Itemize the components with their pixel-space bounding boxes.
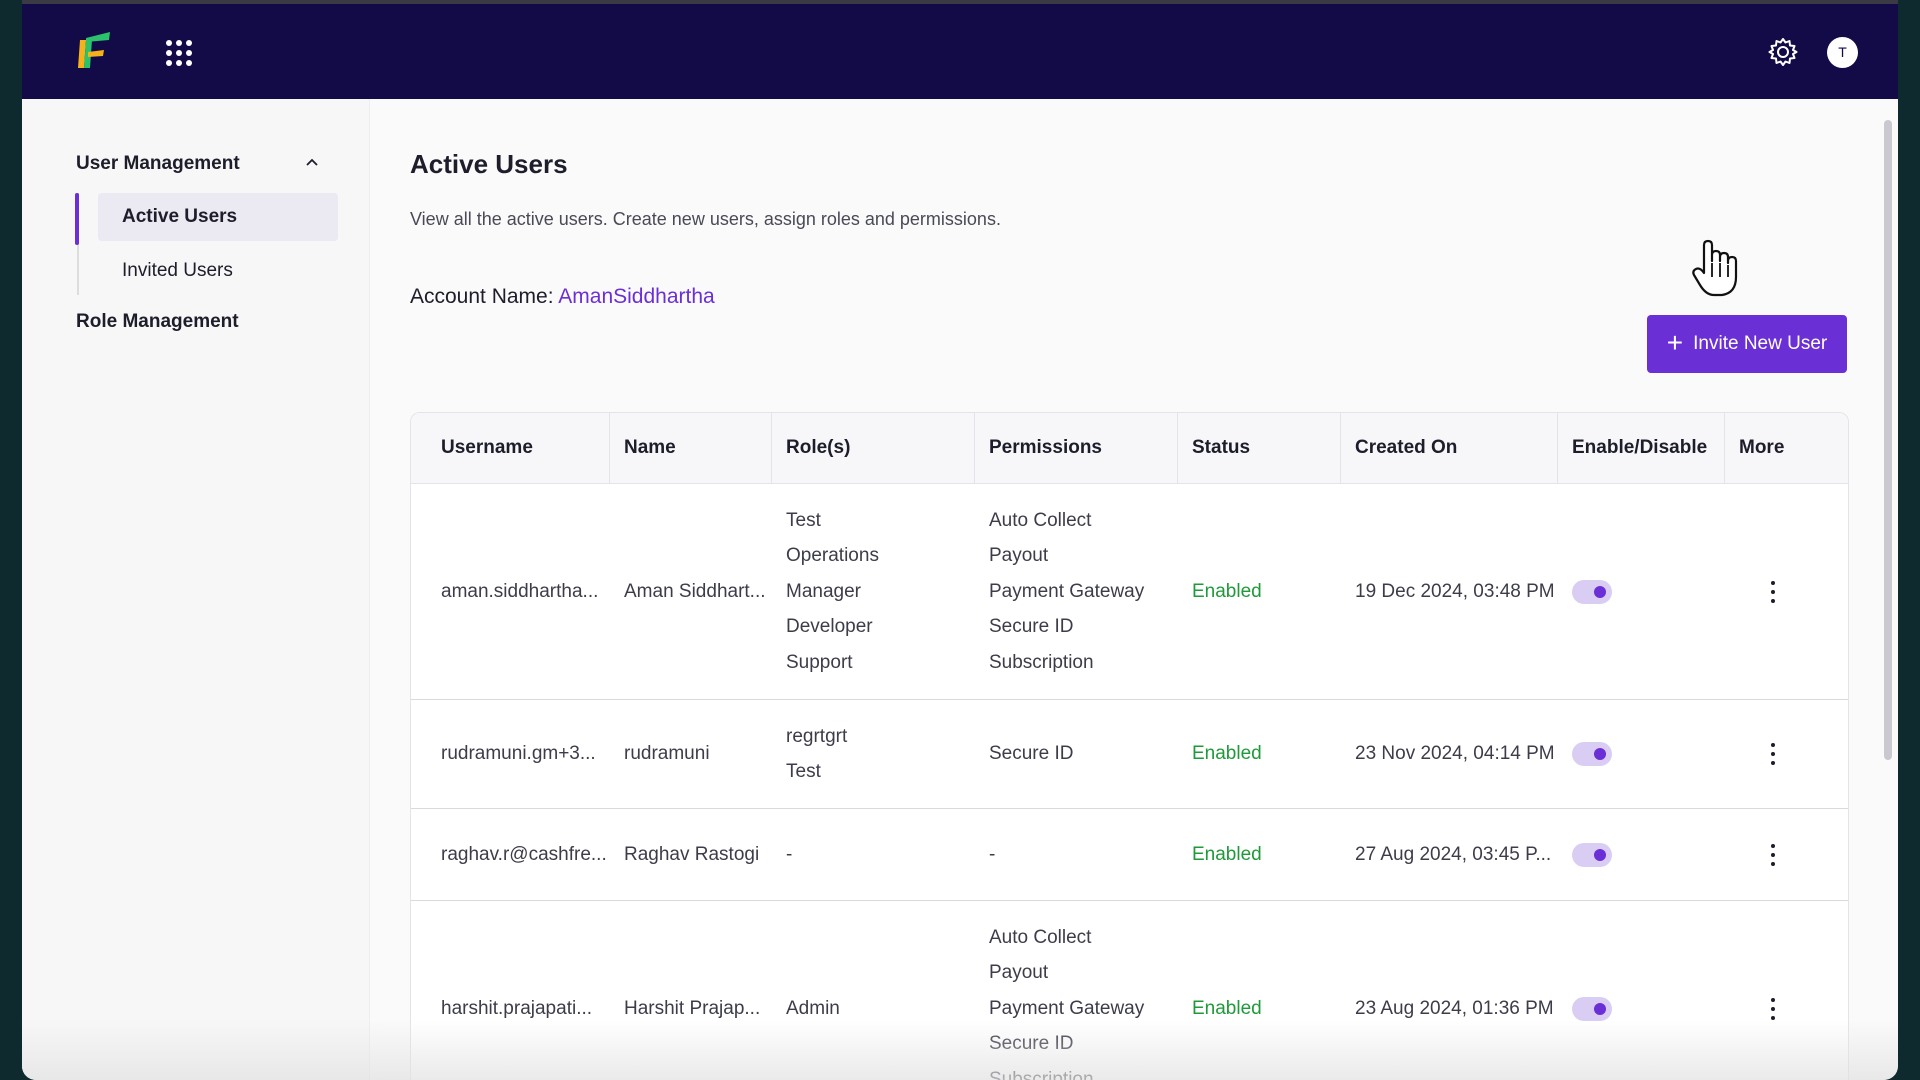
active-users-table: Username Name Role(s) Permissions Status… — [410, 412, 1849, 1080]
cell-roles: Test Operations Manager Developer Suppor… — [772, 503, 975, 681]
role-item: Test — [786, 761, 821, 782]
page-title: Active Users — [410, 149, 568, 179]
table-header: Username Name Role(s) Permissions Status… — [411, 413, 1848, 484]
role-item: Test — [786, 509, 821, 531]
sidebar-item-invited-users[interactable]: Invited Users — [122, 260, 233, 281]
cell-username: rudramuni.gm+3... — [441, 743, 596, 764]
status-badge: Enabled — [1192, 743, 1262, 764]
cell-roles: regrtgrt Test — [772, 719, 975, 790]
column-header-enable-disable[interactable]: Enable/Disable — [1558, 413, 1725, 483]
cell-permissions: - — [989, 843, 996, 865]
table-row[interactable]: raghav.r@cashfre... Raghav Rastogi - - E… — [411, 809, 1848, 901]
permission-item: Payment Gateway — [989, 997, 1145, 1019]
sidebar-item-active-users[interactable]: Active Users — [98, 193, 338, 241]
avatar[interactable]: T — [1827, 37, 1858, 68]
table-row[interactable]: rudramuni.gm+3... rudramuni regrtgrt Tes… — [411, 700, 1848, 809]
main-content: Active Users View all the active users. … — [370, 99, 1898, 1080]
top-navigation-bar: T — [22, 0, 1898, 99]
more-vertical-icon[interactable] — [1761, 741, 1785, 767]
permission-item: Subscription — [989, 1068, 1094, 1080]
role-item: regrtgrt — [786, 725, 848, 747]
cell-roles: Admin — [786, 997, 840, 1019]
more-vertical-icon[interactable] — [1761, 579, 1785, 605]
enable-toggle[interactable] — [1572, 842, 1612, 867]
sidebar-item-role-management[interactable]: Role Management — [76, 311, 239, 332]
permission-item: Subscription — [989, 651, 1094, 673]
cell-name: Harshit Prajap... — [624, 997, 761, 1019]
permission-item: Auto Collect — [989, 509, 1092, 531]
cell-more — [1725, 996, 1848, 1022]
chevron-up-icon[interactable] — [304, 155, 320, 171]
column-header-permissions[interactable]: Permissions — [975, 413, 1178, 483]
plus-icon: + — [1666, 326, 1684, 358]
permission-item: Secure ID — [989, 743, 1074, 765]
permission-item: Auto Collect — [989, 926, 1092, 948]
cell-created-on: 19 Dec 2024, 03:48 PM — [1355, 580, 1555, 602]
account-name-label: Account Name: — [410, 285, 554, 308]
column-header-name[interactable]: Name — [610, 413, 772, 483]
cell-permissions: Auto Collect Payout Payment Gateway Secu… — [975, 920, 1178, 1080]
cashfree-logo-icon[interactable] — [74, 28, 114, 72]
sidebar-active-indicator — [75, 193, 79, 245]
app-grid-icon[interactable] — [166, 40, 192, 66]
permission-item: Secure ID — [989, 1033, 1074, 1055]
permission-item: Payout — [989, 545, 1049, 567]
role-item: Manager — [786, 580, 861, 602]
cell-name: rudramuni — [624, 743, 710, 764]
cell-toggle — [1558, 842, 1725, 867]
vertical-scrollbar[interactable] — [1884, 120, 1892, 760]
table-row[interactable]: harshit.prajapati... Harshit Prajap... A… — [411, 901, 1848, 1080]
status-badge: Enabled — [1192, 843, 1262, 865]
cell-more — [1725, 579, 1848, 605]
cell-name: Raghav Rastogi — [624, 843, 760, 865]
gear-icon[interactable] — [1767, 36, 1799, 68]
enable-toggle[interactable] — [1572, 996, 1612, 1021]
invite-new-user-button[interactable]: + Invite New User — [1647, 315, 1847, 373]
role-item: Developer — [786, 616, 873, 638]
role-item: Support — [786, 651, 853, 673]
permission-item: Secure ID — [989, 616, 1074, 638]
cell-username: harshit.prajapati... — [441, 997, 593, 1019]
cell-username: aman.siddhartha... — [441, 580, 599, 602]
cell-toggle — [1558, 579, 1725, 604]
more-vertical-icon[interactable] — [1761, 842, 1785, 868]
role-item: Operations — [786, 545, 879, 567]
cell-created-on: 27 Aug 2024, 03:45 P... — [1355, 843, 1552, 865]
cell-permissions: Auto Collect Payout Payment Gateway Secu… — [975, 503, 1178, 681]
hand-cursor-icon — [1692, 239, 1738, 297]
sidebar-group-user-management[interactable]: User Management — [76, 153, 240, 174]
account-name: Account Name: AmanSiddhartha — [410, 285, 715, 309]
column-header-roles[interactable]: Role(s) — [772, 413, 975, 483]
permission-item: Payout — [989, 962, 1049, 984]
sidebar: User Management Active Users Invited Use… — [22, 99, 370, 1080]
cell-name: Aman Siddhart... — [624, 580, 766, 602]
enable-toggle[interactable] — [1572, 579, 1612, 604]
column-header-more[interactable]: More — [1739, 437, 1785, 458]
cell-permissions: Secure ID — [975, 736, 1178, 772]
cell-toggle — [1558, 996, 1725, 1021]
invite-button-label: Invite New User — [1693, 333, 1828, 354]
cell-more — [1725, 842, 1848, 868]
column-header-status[interactable]: Status — [1178, 413, 1341, 483]
account-name-value[interactable]: AmanSiddhartha — [558, 285, 715, 308]
page-description: View all the active users. Create new us… — [410, 209, 1001, 229]
cell-username: raghav.r@cashfre... — [441, 843, 607, 865]
status-badge: Enabled — [1192, 580, 1262, 602]
column-header-username[interactable]: Username — [411, 413, 610, 483]
permission-item: Payment Gateway — [989, 580, 1145, 602]
cell-created-on: 23 Aug 2024, 01:36 PM — [1355, 997, 1554, 1019]
status-badge: Enabled — [1192, 997, 1262, 1019]
cell-toggle — [1558, 742, 1725, 766]
column-header-created-on[interactable]: Created On — [1341, 413, 1558, 483]
app-window: T User Management Active Users Invited U… — [22, 0, 1898, 1080]
cell-more — [1725, 741, 1848, 767]
enable-toggle[interactable] — [1572, 742, 1612, 766]
more-vertical-icon[interactable] — [1761, 996, 1785, 1022]
table-row[interactable]: aman.siddhartha... Aman Siddhart... Test… — [411, 484, 1848, 700]
cell-roles: - — [786, 843, 793, 865]
cell-created-on: 23 Nov 2024, 04:14 PM — [1355, 743, 1555, 764]
